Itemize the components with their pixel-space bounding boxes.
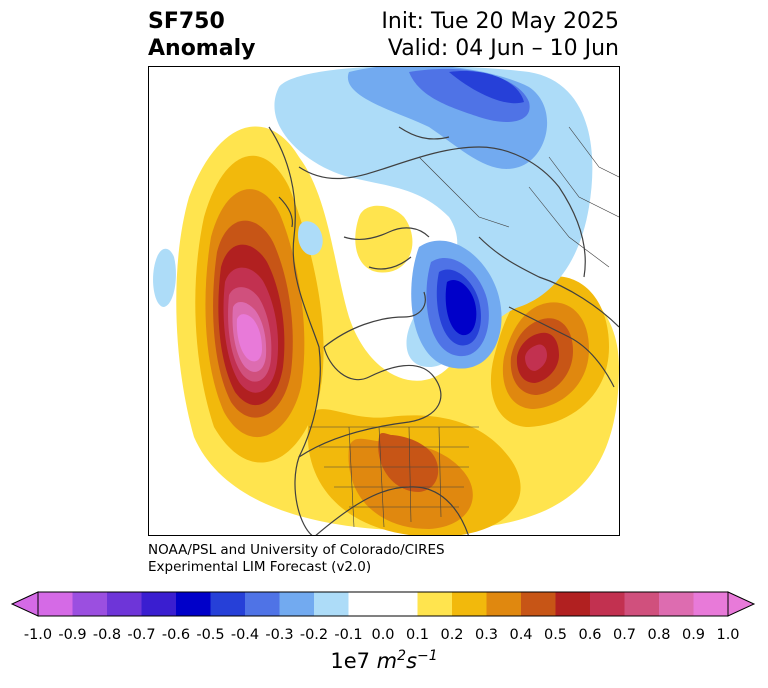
contour-0.9 bbox=[236, 314, 262, 362]
pacific-high-contours bbox=[176, 126, 619, 531]
field-name: Anomaly bbox=[148, 36, 256, 61]
credit-text: NOAA/PSL and University of Colorado/CIRE… bbox=[148, 542, 445, 576]
colorbar-tick-label: -0.1 bbox=[334, 627, 363, 643]
colorbar-tick-label: 0.6 bbox=[578, 627, 602, 643]
colorbar-segment bbox=[486, 592, 522, 616]
coastlines bbox=[268, 126, 619, 535]
colorbar-segment bbox=[590, 592, 625, 616]
colorbar-tick-label: 0.7 bbox=[612, 627, 637, 643]
colorbar-segment bbox=[314, 592, 349, 616]
colorbar-tick-label: 0.5 bbox=[543, 627, 568, 643]
colorbar-segment bbox=[693, 592, 729, 616]
colorbar-tick-label: 0.8 bbox=[647, 627, 671, 643]
colorbar-tick-label: -0.9 bbox=[58, 627, 87, 643]
colorbar-tick-label: -0.2 bbox=[299, 627, 329, 643]
colorbar-extend-high bbox=[727, 591, 756, 617]
colorbar-extend-low bbox=[10, 591, 39, 617]
colorbar-segment bbox=[348, 592, 384, 616]
country-borders bbox=[309, 126, 619, 528]
credit-line-2: Experimental LIM Forecast (v2.0) bbox=[148, 559, 372, 575]
colorbar-segment bbox=[210, 592, 246, 616]
colorbar-segment bbox=[383, 592, 418, 616]
colorbar-segment bbox=[107, 592, 142, 616]
colorbar-segment bbox=[279, 592, 315, 616]
colorbar-tick-label: 0.0 bbox=[371, 627, 395, 643]
siberia-low-contours bbox=[411, 240, 502, 369]
colorbar-segment bbox=[245, 592, 280, 616]
colorbar-segment bbox=[141, 592, 177, 616]
map-panel bbox=[148, 66, 620, 536]
title-right: Init: Tue 20 May 2025 Valid: 04 Jun – 10… bbox=[381, 8, 619, 62]
colorbar-tick-label: 0.4 bbox=[509, 627, 533, 643]
colorbar-tick-label: 0.3 bbox=[474, 627, 499, 643]
colorbar-units: 1e7 m2s−1 bbox=[0, 648, 768, 673]
colorbar-segment bbox=[521, 592, 556, 616]
colorbar-tick-label: -0.6 bbox=[161, 627, 191, 643]
arctic-low-contours bbox=[274, 67, 593, 367]
valid-range: Valid: 04 Jun – 10 Jun bbox=[387, 36, 619, 61]
arctic-high-contour bbox=[355, 205, 413, 273]
eastern-us-high-contours bbox=[307, 409, 521, 535]
units-main: m bbox=[376, 649, 398, 673]
title-left: SF750 Anomaly bbox=[148, 8, 255, 62]
colorbar-tick-label: 0.2 bbox=[440, 627, 464, 643]
colorbar-segment bbox=[555, 592, 591, 616]
colorbar-tick-label: 0.1 bbox=[405, 627, 430, 643]
variable-name: SF750 bbox=[148, 9, 225, 34]
colorbar-segment bbox=[417, 592, 453, 616]
colorbar-tick-label: -0.8 bbox=[92, 627, 122, 643]
colorbar-segment bbox=[452, 592, 487, 616]
colorbar-segment bbox=[624, 592, 660, 616]
colorbar-segment bbox=[176, 592, 211, 616]
greenland-low-contour bbox=[298, 221, 323, 256]
colorbar bbox=[10, 591, 756, 617]
colorbar-tick-label: -0.4 bbox=[230, 627, 260, 643]
colorbar-outline bbox=[37, 591, 729, 617]
colorbar-tick-label: -0.7 bbox=[127, 627, 156, 643]
pacific-low-contour bbox=[153, 248, 176, 307]
units-sup1: 2 bbox=[397, 648, 407, 664]
units-main2: s bbox=[406, 649, 418, 673]
colorbar-tick-label: 1.0 bbox=[716, 627, 740, 643]
colorbar-segment bbox=[72, 592, 108, 616]
colorbar-tick-label: 0.9 bbox=[681, 627, 706, 643]
init-date: Init: Tue 20 May 2025 bbox=[381, 9, 619, 34]
colorbar-tick-label: -1.0 bbox=[23, 627, 53, 643]
credit-line-1: NOAA/PSL and University of Colorado/CIRE… bbox=[148, 542, 445, 558]
units-sup2: −1 bbox=[417, 648, 438, 664]
colorbar-tick-label: -0.3 bbox=[265, 627, 294, 643]
anomaly-map bbox=[153, 67, 619, 535]
colorbar-segment bbox=[659, 592, 694, 616]
europe-high-contours bbox=[490, 276, 609, 427]
colorbar-tick-label: -0.5 bbox=[196, 627, 225, 643]
colorbar-segment bbox=[38, 592, 73, 616]
units-prefix: 1e7 bbox=[330, 649, 377, 673]
